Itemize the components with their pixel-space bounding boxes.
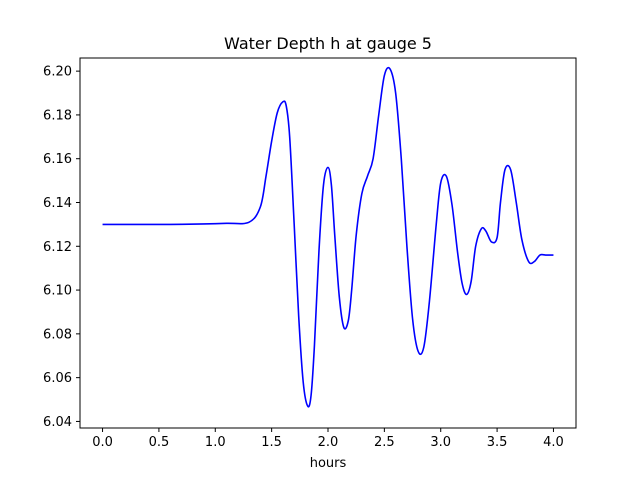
- y-tick-label: 6.16: [43, 152, 72, 167]
- y-tick-label: 6.06: [43, 371, 72, 386]
- y-tick-label: 6.12: [43, 240, 72, 255]
- y-tick-label: 6.20: [43, 65, 72, 80]
- y-tick-label: 6.14: [43, 196, 72, 211]
- x-tick-label: 0.5: [149, 435, 170, 450]
- y-tick-label: 6.04: [43, 415, 72, 430]
- x-tick-label: 2.0: [318, 435, 339, 450]
- y-tick-label: 6.08: [43, 327, 72, 342]
- y-tick-label: 6.10: [43, 284, 72, 299]
- series-layer: [102, 66, 554, 408]
- y-tick-label: 6.18: [43, 108, 72, 123]
- x-tick-label: 2.5: [374, 435, 395, 450]
- plot-area: [80, 58, 576, 428]
- x-tick-label: 3.5: [487, 435, 508, 450]
- x-axis-label: hours: [310, 456, 347, 471]
- x-tick-label: 0.0: [92, 435, 113, 450]
- series-line-0: [102, 66, 554, 408]
- chart-title: Water Depth h at gauge 5: [224, 34, 432, 53]
- x-tick-label: 1.0: [205, 435, 226, 450]
- x-tick-label: 1.5: [261, 435, 282, 450]
- y-axis: 6.04 6.06 6.08 6.10 6.12 6.14 6.16 6.18 6.20: [43, 65, 80, 430]
- x-tick-label: 3.0: [430, 435, 451, 450]
- x-tick-label: 4.0: [543, 435, 564, 450]
- x-axis: 0.0 0.5 1.0 1.5 2.0 2.5 3.0 3.5 4.0: [92, 428, 564, 450]
